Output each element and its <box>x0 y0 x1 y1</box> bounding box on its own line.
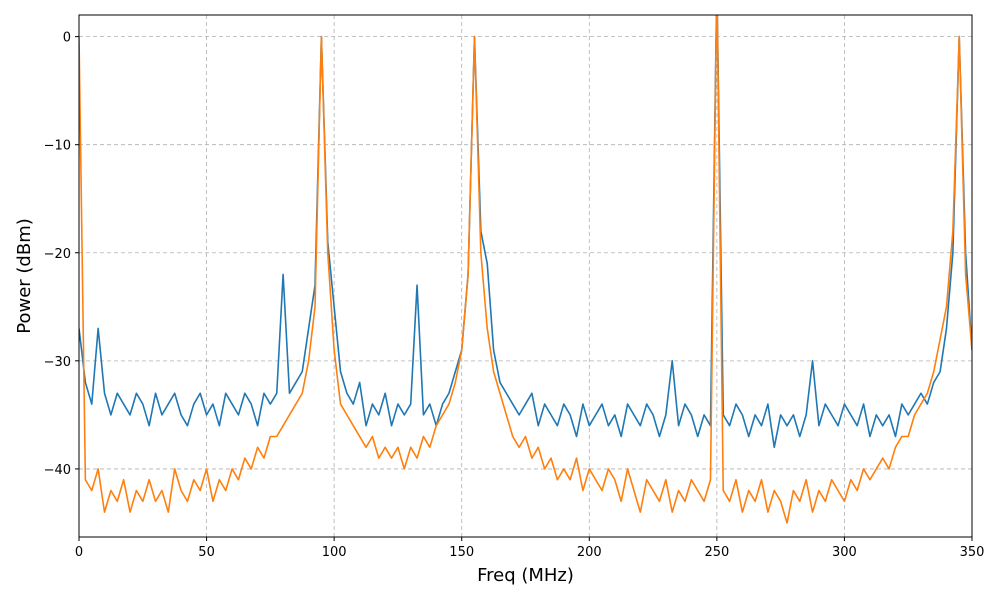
x-tick-label: 150 <box>449 545 474 560</box>
x-tick-label: 100 <box>322 545 347 560</box>
x-tick-label: 350 <box>960 545 985 560</box>
x-tick-label: 200 <box>577 545 602 560</box>
x-tick-label: 250 <box>704 545 729 560</box>
ticks: 0 50 100 150 200 250 300 350 −40 −30 −20 −10 0 <box>44 31 985 560</box>
x-tick-label: 0 <box>75 545 83 560</box>
x-tick-label: 300 <box>832 545 857 560</box>
y-axis-label: Power (dBm) <box>14 218 35 334</box>
x-tick-label: 50 <box>198 545 215 560</box>
plot-frame <box>78 14 973 538</box>
y-tick-label: −20 <box>44 247 71 262</box>
y-tick-label: −30 <box>44 355 71 370</box>
series-line <box>79 15 972 449</box>
grid <box>78 15 973 537</box>
series-line <box>79 15 972 524</box>
lines <box>79 15 972 524</box>
y-tick-label: 0 <box>63 31 71 46</box>
x-axis-label: Freq (MHz) <box>477 565 574 586</box>
y-tick-label: −40 <box>44 463 71 478</box>
y-tick-label: −10 <box>44 139 71 154</box>
